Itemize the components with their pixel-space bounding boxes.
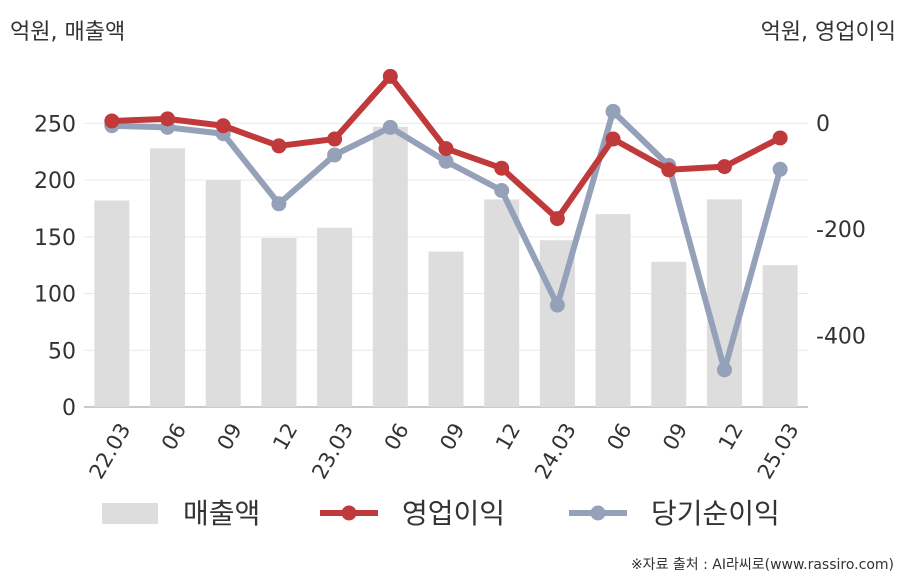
x-tick-label: 06	[380, 419, 414, 454]
legend-label-net-income: 당기순이익	[651, 497, 780, 530]
series-point	[104, 113, 120, 129]
series-point	[549, 211, 565, 227]
left-axis-unit: 억원, 매출액	[10, 20, 126, 45]
x-tick-label: 12	[714, 419, 748, 454]
legend-swatch-revenue	[102, 503, 158, 524]
series-point	[772, 161, 788, 177]
left-axis-ticks: 0 50 100 150 200 250	[34, 112, 76, 421]
right-tick-label: -400	[816, 324, 866, 349]
right-tick-label: -200	[816, 218, 866, 243]
revenue-bar	[651, 261, 687, 407]
x-tick-label: 12	[491, 419, 525, 454]
left-tick-label: 0	[62, 396, 76, 421]
legend-label-revenue: 매출액	[183, 497, 260, 530]
left-tick-label: 200	[34, 169, 76, 194]
series-point	[494, 182, 510, 198]
legend-marker-net-income	[590, 505, 606, 521]
legend-label-op-profit: 영업이익	[402, 497, 505, 530]
left-tick-label: 250	[34, 112, 76, 137]
series-point	[605, 131, 621, 147]
x-tick-label: 25.03	[753, 419, 804, 483]
x-axis-ticks: 22.03 06 09 12 23.03 06 09 12 24.03 06 09 12 25.03	[84, 419, 803, 483]
x-tick-label: 12	[268, 419, 302, 454]
revenue-bar	[428, 251, 464, 407]
left-tick-label: 100	[34, 283, 76, 308]
x-tick-label: 22.03	[84, 419, 135, 483]
series-point	[271, 138, 287, 154]
left-tick-label: 150	[34, 226, 76, 251]
right-axis-unit: 억원, 영업이익	[760, 20, 896, 45]
series-point	[215, 118, 231, 134]
revenue-bar	[205, 180, 241, 407]
series-point	[716, 159, 732, 175]
series-point	[327, 147, 343, 163]
series-point	[438, 141, 454, 157]
x-tick-label: 09	[435, 419, 469, 454]
series-point	[549, 297, 565, 313]
source-note: ※자료 출처 : AI라씨로(www.rassiro.com)	[630, 557, 894, 573]
series-point	[382, 68, 398, 84]
profit-lines	[104, 68, 788, 378]
legend-marker-op-profit	[341, 505, 357, 521]
revenue-bar	[261, 237, 297, 407]
series-point	[438, 153, 454, 169]
series-point	[494, 160, 510, 176]
right-tick-label: 0	[816, 112, 830, 137]
series-point	[382, 119, 398, 135]
series-point	[605, 103, 621, 119]
x-tick-label: 06	[157, 419, 191, 454]
left-tick-label: 50	[48, 339, 76, 364]
legend: 매출액 영업이익 당기순이익	[102, 497, 780, 530]
revenue-bar	[484, 199, 520, 407]
revenue-bar	[372, 126, 408, 407]
x-tick-label: 24.03	[530, 419, 581, 483]
revenue-bar	[317, 227, 353, 407]
series-point	[160, 111, 176, 127]
right-axis-ticks: 0 -200 -400	[816, 112, 866, 349]
x-tick-label: 23.03	[307, 419, 358, 483]
x-tick-label: 09	[658, 419, 692, 454]
revenue-bar	[762, 265, 798, 407]
x-tick-label: 06	[602, 419, 636, 454]
series-point	[271, 196, 287, 212]
series-point	[327, 131, 343, 147]
x-tick-label: 09	[213, 419, 247, 454]
revenue-bar	[150, 148, 186, 407]
series-point	[661, 162, 677, 178]
revenue-bar	[595, 214, 631, 407]
revenue-bar	[94, 200, 130, 407]
series-point	[716, 362, 732, 378]
series-point	[772, 130, 788, 146]
